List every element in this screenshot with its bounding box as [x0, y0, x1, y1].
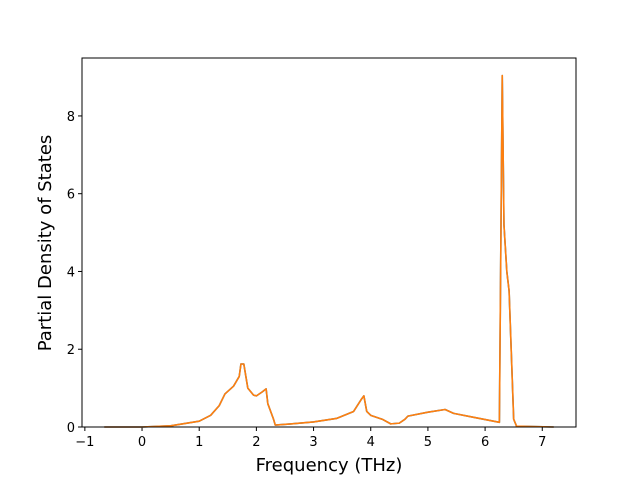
y-axis-label: Partial Density of States [35, 135, 56, 352]
y-tick-label: 4 [67, 265, 75, 280]
x-tick-label: 3 [309, 435, 317, 450]
x-tick-label: 6 [481, 435, 489, 450]
x-tick-label: 2 [252, 435, 260, 450]
x-tick-label: 1 [195, 435, 203, 450]
plot-frame [81, 57, 577, 428]
x-axis-label: Frequency (THz) [256, 455, 403, 476]
x-tick-label: 7 [538, 435, 546, 450]
x-tick-label: 0 [138, 435, 146, 450]
line-series [104, 74, 554, 428]
x-tick-label: −1 [75, 435, 94, 450]
y-tick-label: 0 [67, 421, 75, 436]
y-tick-label: 6 [67, 188, 75, 203]
y-tick-label: 8 [67, 110, 75, 125]
x-tick-label: 4 [367, 435, 375, 450]
line-series [104, 74, 554, 428]
x-tick-label: 5 [424, 435, 432, 450]
y-tick-label: 2 [67, 343, 75, 358]
